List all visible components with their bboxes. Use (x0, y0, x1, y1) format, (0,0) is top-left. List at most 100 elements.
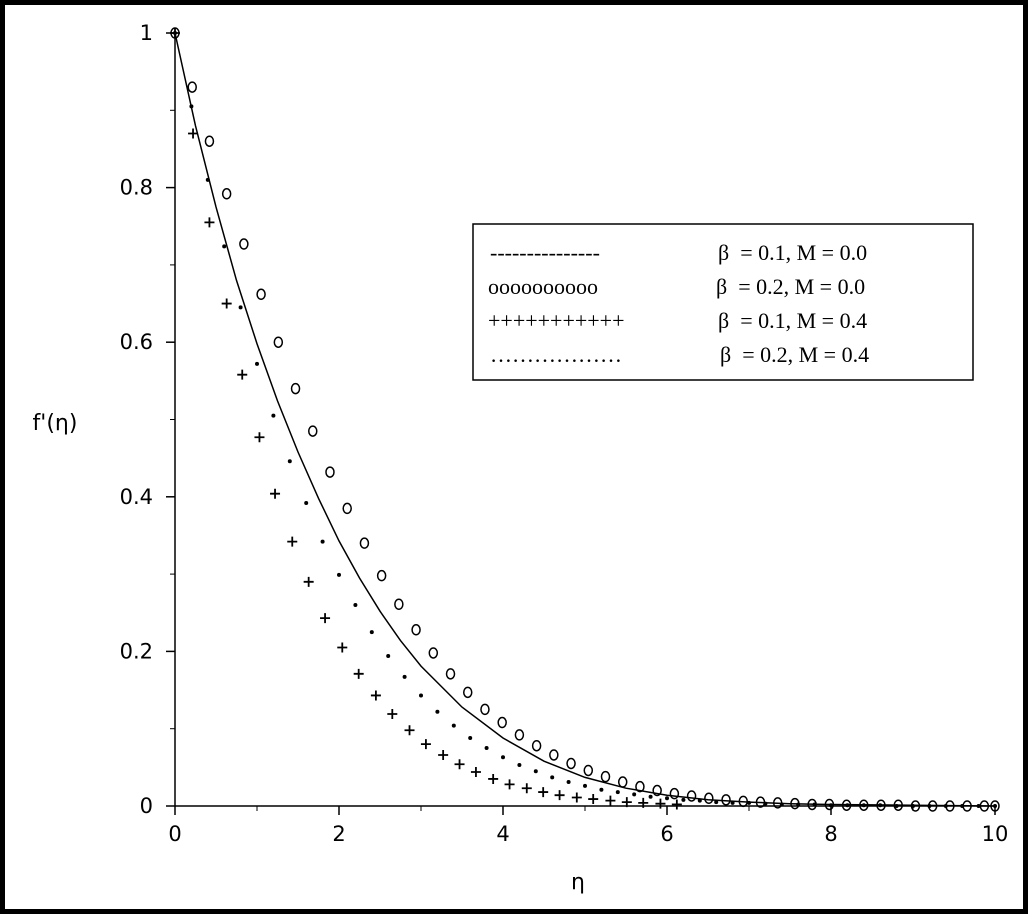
dot-point (763, 801, 768, 806)
dot-point (648, 794, 653, 799)
plus-point (221, 298, 232, 309)
dot-point (402, 674, 407, 679)
circle-point (686, 790, 697, 802)
legend-label-3: β = 0.1, M = 0.4 (718, 308, 867, 333)
plus-point (188, 128, 199, 139)
x-axis-label: η (571, 870, 585, 895)
dot-point (812, 802, 817, 807)
dot-point (927, 804, 932, 808)
plus-point (353, 668, 364, 679)
series-layer (170, 27, 1000, 812)
circle-point (308, 425, 318, 437)
circle-point (376, 569, 387, 582)
dot-point (369, 630, 374, 635)
circle-point (617, 776, 628, 788)
dot-point (304, 500, 309, 505)
dot-point (271, 413, 276, 418)
dot-point (222, 244, 227, 249)
legend-label-2: β = 0.2, M = 0.0 (716, 274, 865, 299)
plus-point (521, 783, 532, 794)
dot-point (550, 775, 555, 780)
plus-point (488, 773, 499, 784)
plus-point (538, 787, 549, 798)
legend-marker-4: ……………… (490, 342, 622, 367)
legend-marker-1: --------------- (490, 240, 600, 265)
x-tick-label: 0 (168, 822, 181, 846)
y-axis-label: f'(η) (33, 411, 78, 436)
plus-point (470, 766, 481, 777)
dot-point (205, 177, 210, 182)
dot-point (615, 790, 620, 795)
plus-point (504, 779, 515, 790)
dot-point (386, 654, 391, 659)
series-line (174, 32, 996, 807)
plus-point (404, 725, 415, 736)
circle-point (652, 784, 662, 797)
dot-point (517, 763, 522, 768)
circle-point (583, 764, 594, 777)
dot-point (189, 104, 194, 109)
dot-point (747, 800, 751, 805)
circle-point (462, 686, 473, 699)
circle-point (824, 798, 835, 811)
plus-point (370, 690, 381, 701)
circle-point (411, 624, 421, 636)
x-tick-label: 2 (332, 822, 345, 846)
circle-point (531, 739, 542, 752)
plus-point (638, 797, 649, 808)
plus-point (554, 790, 565, 801)
y-tick-label: 0.6 (120, 330, 153, 354)
dot-point (599, 787, 604, 792)
circle-point (876, 799, 886, 811)
dot-point (697, 798, 702, 803)
legend-label-1: β = 0.1, M = 0.0 (718, 240, 867, 265)
dot-point (829, 803, 833, 808)
circle-point (600, 770, 611, 783)
circle-point (445, 668, 456, 680)
circle-point (990, 800, 1000, 812)
circle-point (342, 502, 352, 515)
dot-point (468, 735, 473, 740)
legend: --------------- β = 0.1, M = 0.0 ooooooo… (472, 223, 974, 381)
plus-point (270, 488, 281, 499)
plus-point (420, 739, 431, 750)
tick-labels: 0 2 4 6 8 10 0 0.2 0.4 0.6 0.8 1 (120, 21, 1009, 846)
y-tick-label: 0.4 (120, 485, 153, 509)
circle-point (549, 749, 559, 761)
circle-point (669, 787, 680, 800)
plus-point (438, 749, 449, 760)
dot-point (533, 769, 538, 774)
axes (174, 33, 995, 807)
x-tick-label: 4 (496, 822, 509, 846)
circle-point (273, 336, 284, 348)
dot-point (861, 803, 866, 808)
plus-point (588, 794, 599, 805)
series-plus (170, 28, 682, 810)
circle-point (893, 799, 903, 811)
dot-point (173, 31, 177, 35)
plus-point (454, 759, 465, 770)
plus-point (605, 795, 616, 806)
legend-label-4: β = 0.2, M = 0.4 (720, 342, 869, 367)
circle-point (290, 382, 301, 395)
dot-point (993, 804, 997, 808)
dot-point (878, 803, 883, 808)
plus-point (254, 432, 265, 443)
circle-point (704, 792, 714, 805)
circle-point (841, 799, 852, 811)
plus-point (303, 576, 314, 587)
circle-point (859, 799, 869, 811)
circle-point (204, 135, 215, 147)
dot-point (566, 780, 571, 785)
dot-point (353, 603, 358, 608)
y-tick-label: 1 (140, 21, 153, 45)
plus-point (671, 799, 682, 810)
y-tick-label: 0.2 (120, 639, 153, 663)
legend-marker-3: +++++++++++ (488, 308, 624, 333)
circle-point (428, 647, 439, 659)
plus-point (320, 613, 331, 624)
legend-box (472, 223, 974, 381)
dot-point (714, 800, 719, 805)
